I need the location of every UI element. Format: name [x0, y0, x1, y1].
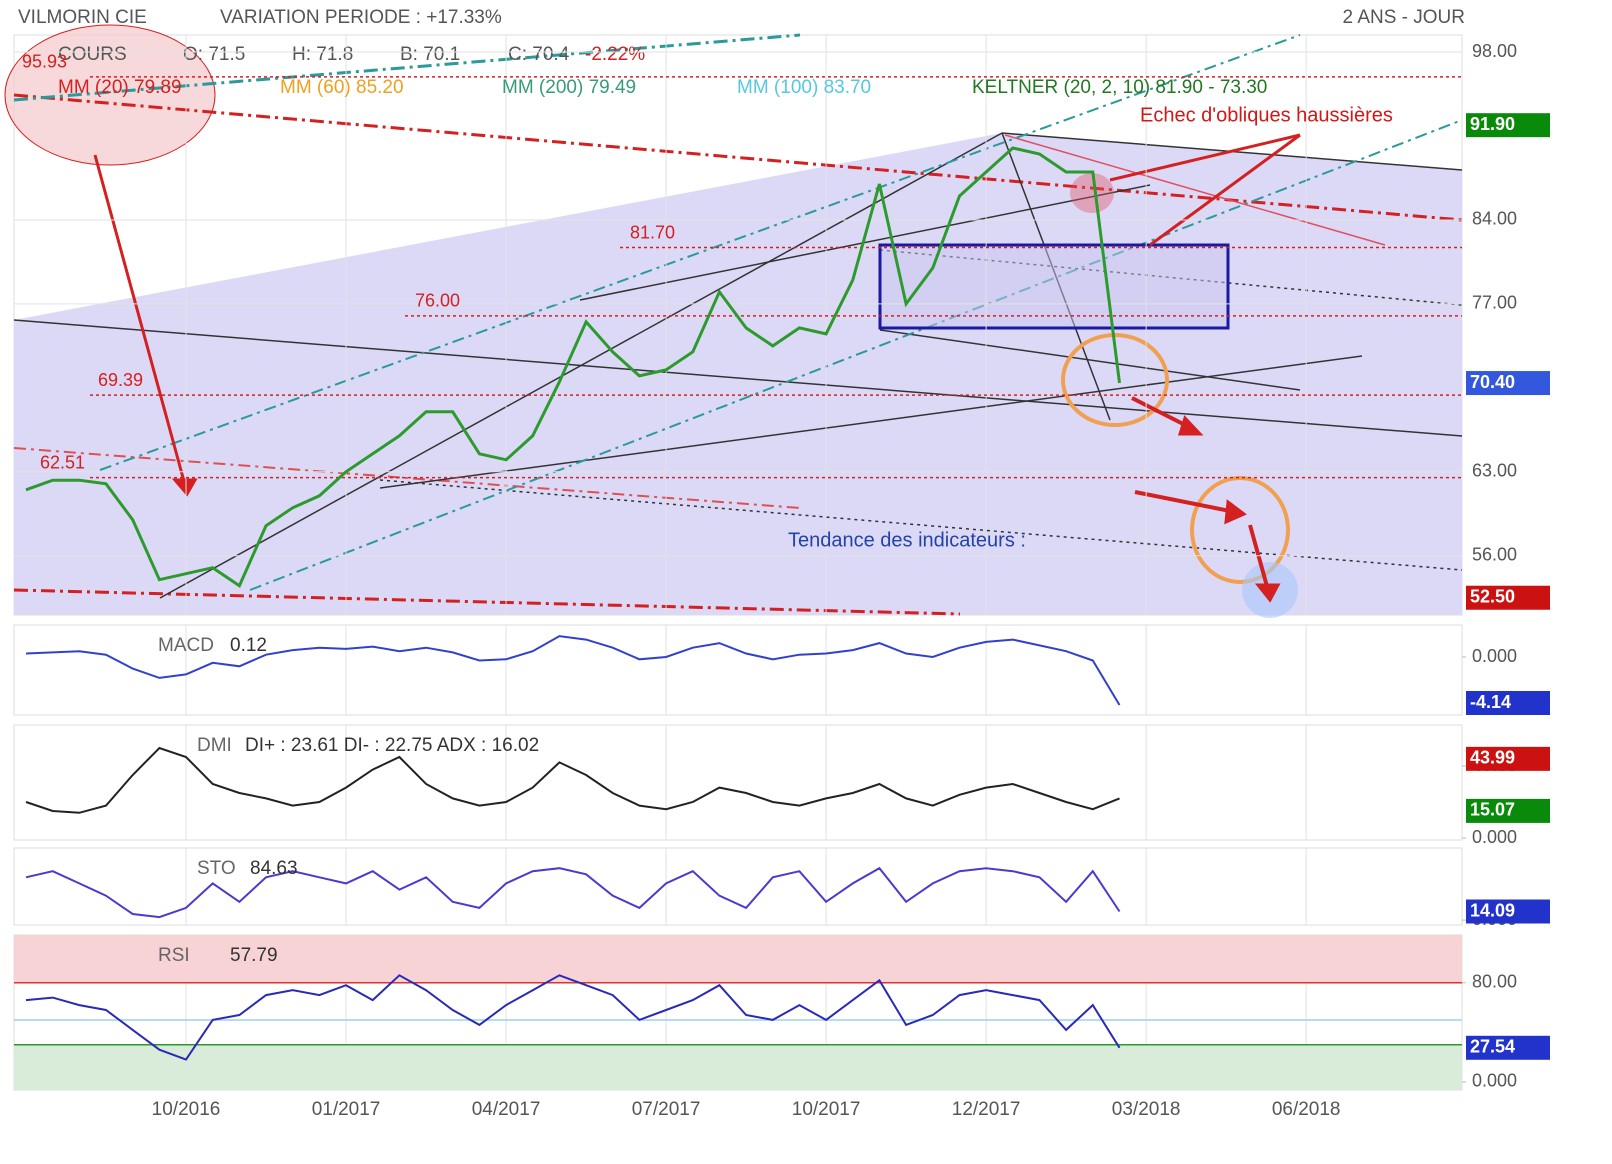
indicator-legend: KELTNER (20, 2, 10) 81.90 - 73.30	[972, 77, 1267, 98]
panel-title: RSI	[158, 945, 190, 966]
indicator-legend: MM (200) 79.49	[502, 77, 636, 98]
trend-line	[13, 588, 961, 616]
panel-value: DI+ : 23.61 DI- : 22.75 ADX : 16.02	[245, 735, 539, 756]
arrow	[93, 154, 187, 486]
panel-value: 57.79	[230, 945, 278, 966]
level-label: 95.93	[22, 52, 67, 72]
trend-line	[579, 184, 1151, 301]
period-label: 2 ANS - JOUR	[1343, 7, 1465, 28]
trend-line	[13, 319, 1463, 437]
x-tick-label: 10/2017	[792, 1099, 861, 1120]
level-label: 76.00	[415, 291, 460, 311]
resistance-box	[878, 243, 1230, 330]
change-label: -2.22%	[585, 44, 645, 65]
annotation: Tendance des indicateurs :	[788, 529, 1026, 551]
y-tick-label: 98.00	[1472, 41, 1517, 61]
series-line	[25, 974, 1121, 1061]
arrows	[93, 133, 1301, 603]
value-badge-label: 52.50	[1470, 586, 1515, 606]
annotation-layer	[4, 24, 1463, 618]
trend-line	[879, 329, 1301, 391]
arrow-head	[1224, 499, 1247, 525]
panel-title: STO	[197, 858, 236, 879]
y-tick-label: 84.00	[1472, 209, 1517, 229]
level-label: 62.51	[40, 452, 85, 472]
value-badge	[1466, 691, 1550, 715]
oversold-zone	[14, 1044, 1462, 1090]
chart-title: VILMORIN CIE	[18, 7, 147, 28]
legend-entry: COURS	[58, 44, 127, 65]
y-tick-label: 0.000	[1472, 646, 1517, 666]
ohlc-label: H: 71.8	[292, 44, 353, 65]
highlight-circle	[1061, 333, 1169, 427]
overbought-zone	[14, 935, 1462, 983]
macd-panel	[13, 624, 1463, 716]
annotation: Echec d'obliques haussières	[1140, 104, 1393, 126]
value-badge	[1466, 798, 1550, 823]
panel-title: MACD	[158, 635, 214, 656]
y-tick-label: 0.000	[1472, 827, 1517, 847]
y-tick-label: 80.00	[1472, 971, 1517, 991]
y-tick-label: 63.00	[1472, 461, 1517, 481]
x-tick-label: 04/2017	[472, 1099, 541, 1120]
x-tick-label: 07/2017	[632, 1099, 701, 1120]
panel-value: 84.63	[250, 858, 298, 879]
value-badge	[1466, 899, 1550, 924]
arrow	[1149, 133, 1301, 247]
x-tick-label: 03/2018	[1112, 1099, 1181, 1120]
arrow	[1134, 490, 1236, 514]
arrow-head	[171, 478, 198, 497]
value-badge-label: 91.90	[1470, 114, 1515, 134]
x-tick-label: 06/2018	[1272, 1099, 1341, 1120]
arrow	[1109, 133, 1301, 182]
highlight-circle	[1070, 173, 1114, 213]
y-tick-label: 0.000	[1472, 1071, 1517, 1091]
ohlc-label: O: 71.5	[183, 44, 245, 65]
arrow-head	[1177, 415, 1204, 436]
indicator-legend: MM (60) 85.20	[280, 77, 404, 98]
trend-line	[1004, 134, 1386, 246]
value-badge-label: 43.99	[1470, 748, 1515, 768]
value-badge-label: 27.54	[1470, 1037, 1515, 1057]
highlight-circle	[1190, 476, 1290, 584]
chart-subtitle: VARIATION PERIODE : +17.33%	[220, 7, 502, 28]
trend-line	[159, 132, 1003, 599]
x-tick-label: 12/2017	[952, 1099, 1021, 1120]
value-badge-label: -4.14	[1470, 692, 1511, 712]
trend-line	[249, 119, 1463, 591]
ohlc-label: B: 70.1	[400, 44, 460, 65]
ohlc-label: C: 70.4	[508, 44, 570, 65]
value-badge	[1466, 746, 1550, 771]
panel-value: 0.12	[230, 635, 267, 656]
series-line	[25, 866, 1121, 919]
level-label: 81.70	[630, 222, 675, 242]
series-line	[25, 746, 1120, 814]
trend-line	[13, 33, 801, 102]
series-line	[25, 635, 1121, 706]
highlight-ellipse	[4, 24, 216, 166]
dmi-panel	[13, 724, 1463, 841]
trend-line	[13, 447, 801, 509]
value-badge	[1466, 585, 1550, 610]
level-label: 69.39	[98, 370, 143, 390]
value-badge	[1466, 1035, 1550, 1060]
indicator-legend: MM (100) 83.70	[737, 77, 871, 98]
x-tick-label: 01/2017	[312, 1099, 381, 1120]
arrow	[1248, 524, 1270, 591]
y-tick-label: 77.00	[1472, 293, 1517, 313]
arrow-head	[1254, 583, 1281, 603]
trend-line	[379, 355, 1363, 489]
value-badge-label: 14.09	[1470, 900, 1515, 920]
indicator-legend: MM (20) 79.89	[58, 77, 182, 98]
x-tick-label: 10/2016	[152, 1099, 221, 1120]
value-badge	[1466, 113, 1550, 138]
value-badge-label: 70.40	[1470, 372, 1515, 392]
value-badge-label: 15.07	[1470, 800, 1515, 820]
value-badge	[1466, 371, 1550, 396]
panel-title: DMI	[197, 735, 232, 756]
series-line	[25, 146, 1121, 588]
y-tick-label: 56.00	[1472, 545, 1517, 565]
